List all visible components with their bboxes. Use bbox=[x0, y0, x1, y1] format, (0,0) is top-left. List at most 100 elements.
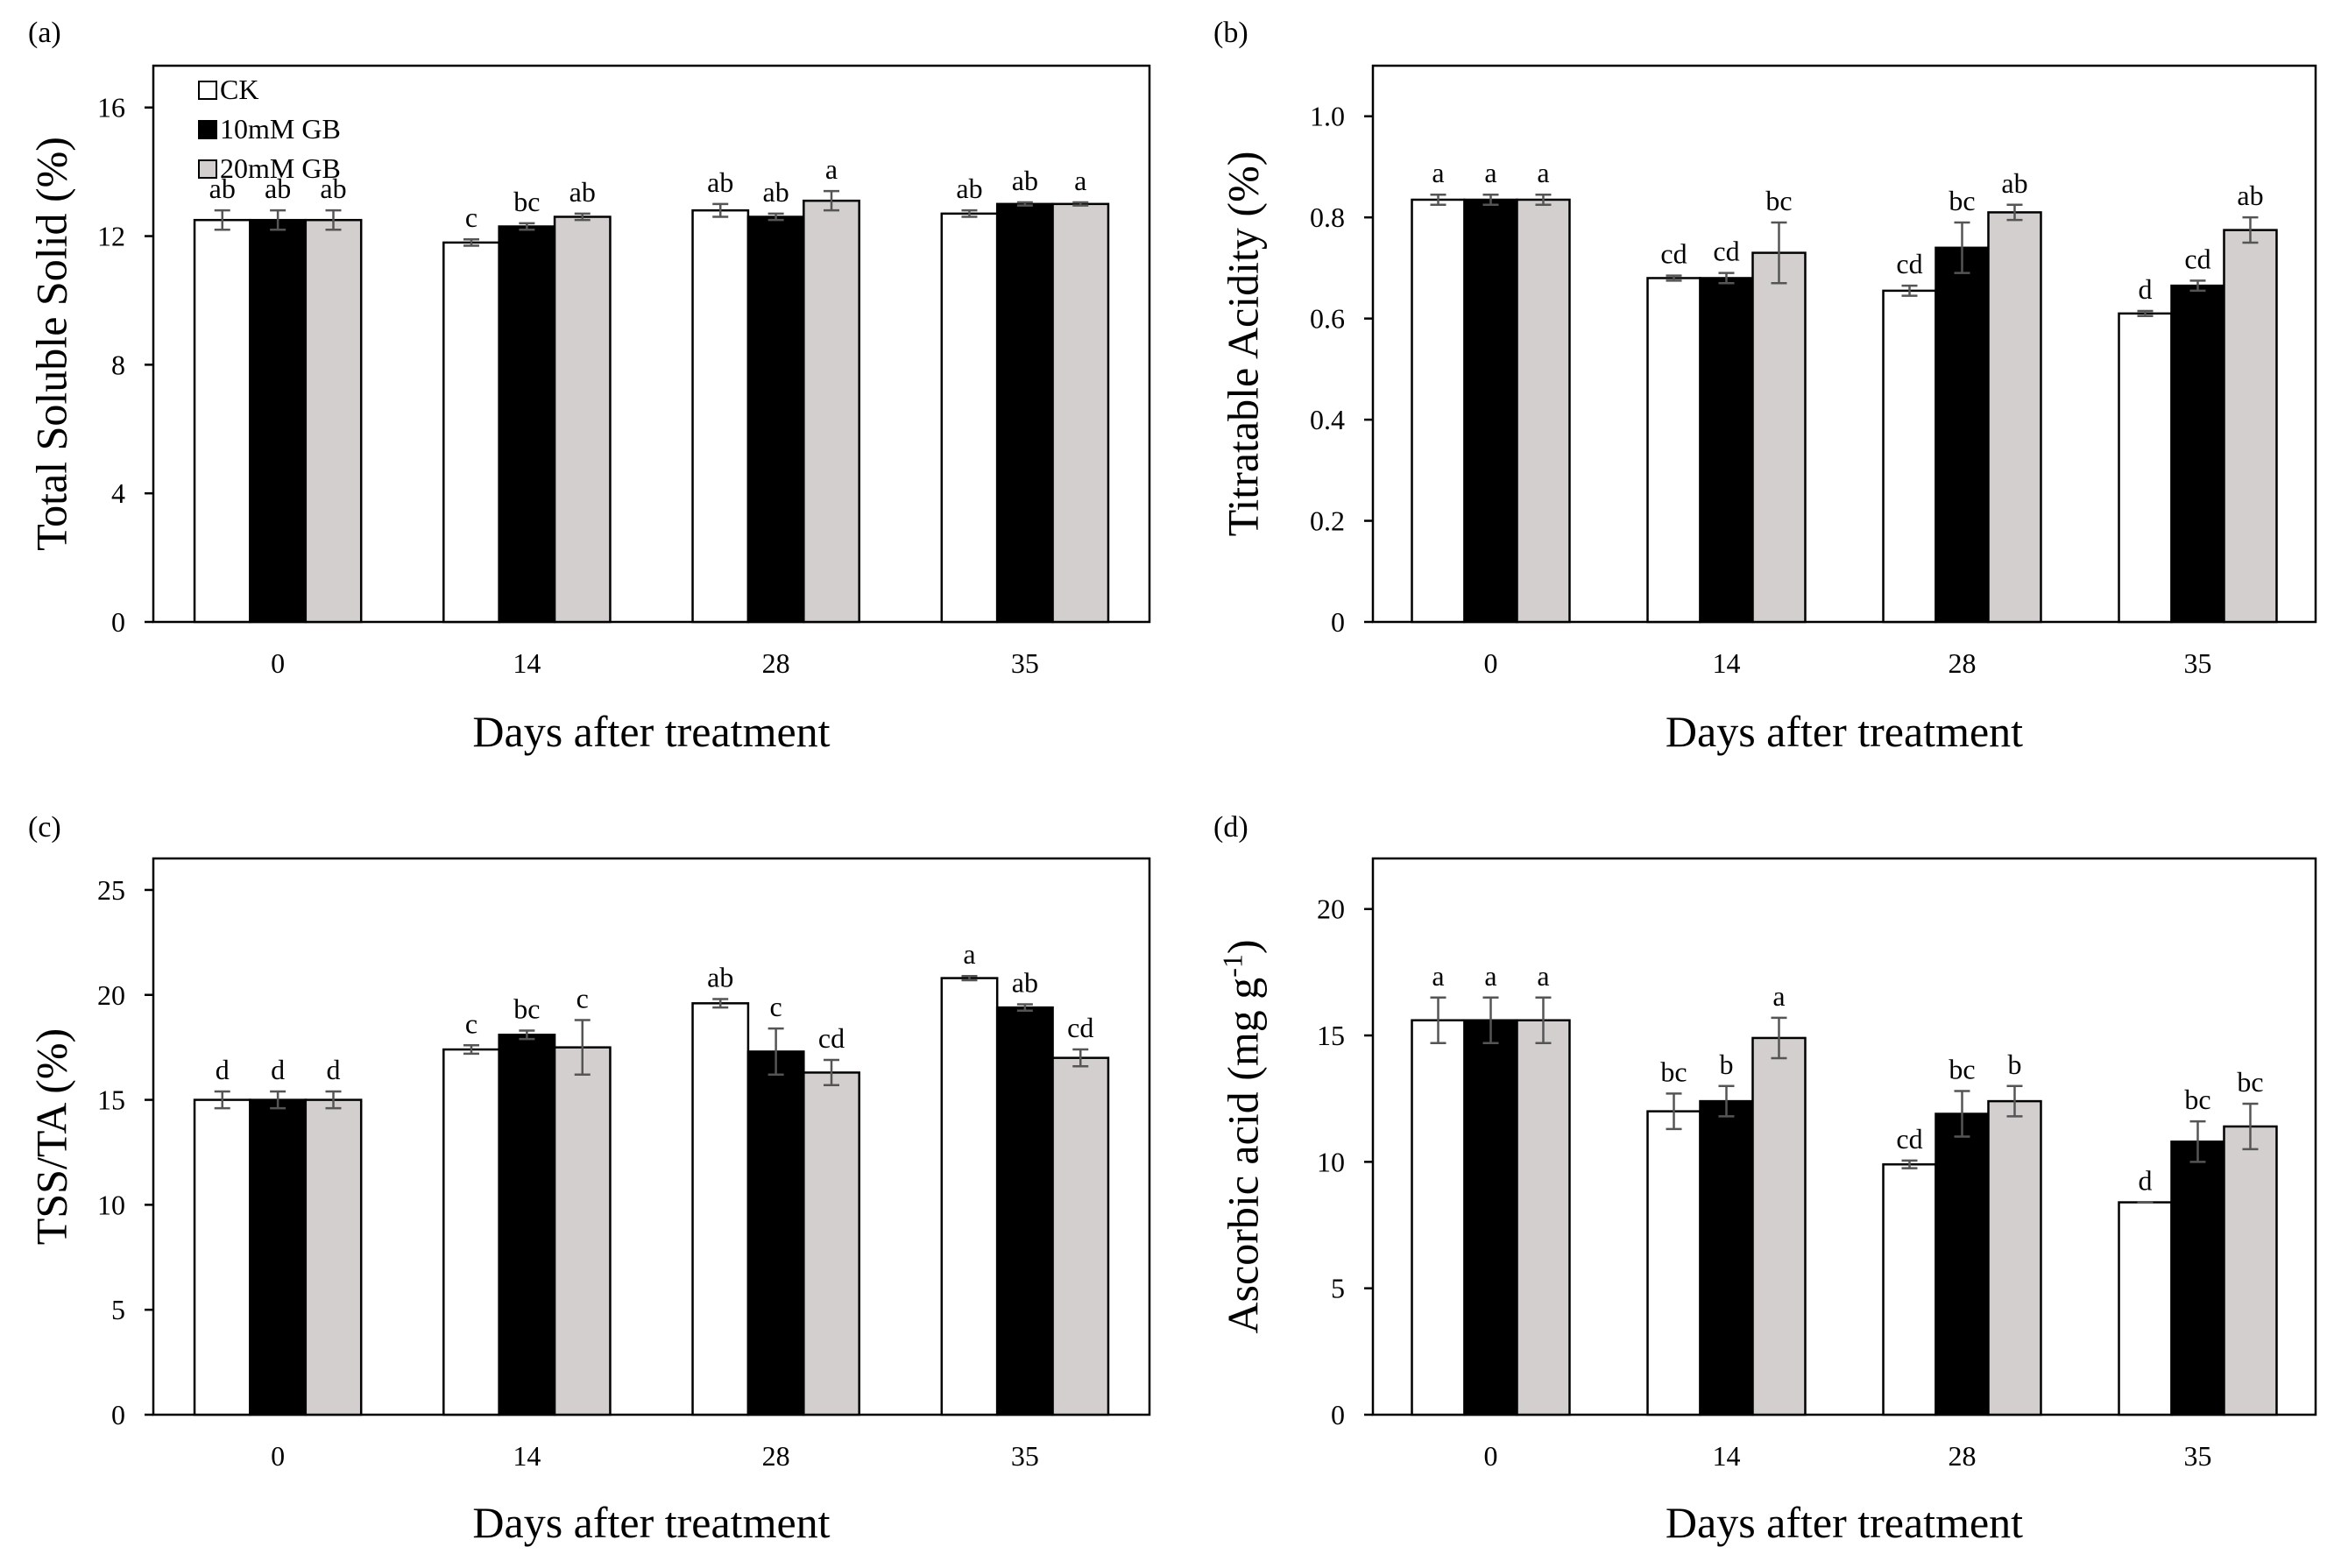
error-bar bbox=[1016, 1003, 1033, 1012]
error-bar bbox=[270, 208, 286, 231]
bar-ck-day-35 bbox=[2118, 312, 2173, 624]
significance-letter: a bbox=[1537, 960, 1549, 992]
y-axis-label: Total Soluble Solid (%) bbox=[27, 137, 76, 551]
bar-ck-day-14 bbox=[1646, 277, 1701, 624]
error-bar bbox=[1666, 1092, 1682, 1131]
error-bar bbox=[1072, 1048, 1089, 1068]
error-bar bbox=[1430, 193, 1446, 206]
panel-label: (d) bbox=[1213, 811, 1248, 844]
error-bar bbox=[824, 1058, 840, 1087]
significance-letter: c bbox=[576, 983, 589, 1014]
y-tick-label: 20 bbox=[97, 979, 125, 1011]
x-tick-label: 14 bbox=[1713, 1440, 1741, 1472]
bar-20mm-gb-day-0 bbox=[304, 218, 363, 624]
bar-ck-day-28 bbox=[691, 1002, 750, 1416]
x-tick-label: 14 bbox=[513, 1440, 541, 1472]
y-tick-label: 4 bbox=[111, 477, 125, 509]
bar-20mm-gb-day-14 bbox=[1751, 251, 1807, 624]
error-bar bbox=[1016, 201, 1033, 207]
significance-letter: bc bbox=[1765, 185, 1792, 216]
significance-letter: bc bbox=[1949, 185, 1975, 216]
plot-frame bbox=[1371, 64, 2317, 624]
bar-ck-day-0 bbox=[1411, 198, 1466, 624]
error-bar bbox=[2189, 279, 2206, 293]
error-bar bbox=[824, 189, 840, 212]
panel-label: (a) bbox=[28, 17, 61, 49]
y-axis-label-superscript: -1 bbox=[1217, 954, 1248, 978]
significance-letter: bc bbox=[2237, 1066, 2263, 1098]
bar-ck-day-0 bbox=[193, 1098, 251, 1416]
error-bar bbox=[2189, 1119, 2206, 1163]
y-tick-label: 0 bbox=[111, 1399, 125, 1430]
legend: CK 10mM GB 20mM GB bbox=[198, 74, 341, 184]
y-tick-label: 12 bbox=[97, 221, 125, 252]
error-bar bbox=[574, 1019, 591, 1077]
error-bar bbox=[270, 1090, 286, 1110]
significance-letter: d bbox=[2139, 1165, 2153, 1197]
significance-letter: c bbox=[770, 991, 782, 1022]
bar-20mm-gb-day-35 bbox=[1051, 202, 1110, 624]
y-tick-label: 1.0 bbox=[1310, 101, 1345, 132]
x-axis-label: Days after treatment bbox=[1666, 707, 2023, 756]
y-tick-label: 10 bbox=[97, 1189, 125, 1220]
error-bar bbox=[1535, 996, 1552, 1044]
error-bar bbox=[1954, 221, 1970, 274]
significance-letter: d bbox=[2139, 273, 2153, 305]
significance-letter: cd bbox=[1713, 236, 1739, 267]
legend-swatch-10mm-gb bbox=[198, 120, 217, 139]
bar-10mm-gb-day-0 bbox=[249, 218, 308, 624]
bar-10mm-gb-day-35 bbox=[995, 1006, 1054, 1416]
bar-20mm-gb-day-0 bbox=[1516, 1019, 1571, 1416]
significance-letter: bc bbox=[2184, 1084, 2210, 1115]
x-axis-label: Days after treatment bbox=[472, 707, 830, 756]
error-bar bbox=[214, 208, 230, 231]
bar-20mm-gb-day-28 bbox=[1987, 211, 2042, 624]
error-bar bbox=[1072, 201, 1089, 207]
bar-ck-day-28 bbox=[1882, 289, 1937, 624]
error-bar bbox=[574, 212, 591, 222]
error-bar bbox=[463, 1044, 479, 1056]
x-tick-label: 35 bbox=[1011, 1440, 1039, 1472]
chart-panel-d: (d) 0 5 10 15 20 Ascorbic acid (mg g-1) Days af… bbox=[1213, 811, 2317, 1547]
significance-letter: a bbox=[1432, 960, 1444, 992]
y-tick-label: 10 bbox=[1317, 1146, 1345, 1177]
bar-ck-day-14 bbox=[442, 241, 500, 624]
y-tick-label: 5 bbox=[111, 1294, 125, 1325]
y-tick-label: 5 bbox=[1331, 1273, 1345, 1304]
y-axis-label: Titratable Acidity (%) bbox=[1219, 152, 1268, 537]
bar-ck-day-28 bbox=[691, 208, 750, 624]
error-bar bbox=[325, 1090, 342, 1110]
bar-ck-day-28 bbox=[1882, 1163, 1937, 1416]
bar-20mm-gb-day-35 bbox=[2223, 1125, 2278, 1416]
significance-letter: ab bbox=[1012, 165, 1038, 196]
error-bar bbox=[2137, 309, 2154, 317]
legend-label-ck: CK bbox=[220, 74, 258, 105]
bar-10mm-gb-day-14 bbox=[498, 225, 556, 624]
bar-10mm-gb-day-0 bbox=[1463, 1019, 1518, 1416]
legend-swatch-20mm-gb bbox=[198, 159, 217, 179]
x-tick-label: 35 bbox=[1011, 647, 1039, 679]
x-tick-label: 0 bbox=[271, 1440, 285, 1472]
error-bar bbox=[1666, 274, 1682, 282]
x-tick-label: 35 bbox=[2184, 1440, 2212, 1472]
x-tick-label: 0 bbox=[271, 647, 285, 679]
x-tick-label: 28 bbox=[1949, 647, 1977, 679]
error-bar bbox=[2242, 1102, 2259, 1151]
bar-ck-day-0 bbox=[1411, 1019, 1466, 1416]
bar-10mm-gb-day-35 bbox=[2170, 284, 2225, 624]
error-bar bbox=[767, 212, 784, 222]
significance-letter: cd bbox=[1660, 238, 1687, 270]
y-tick-label: 25 bbox=[97, 874, 125, 906]
error-bar bbox=[519, 222, 535, 231]
error-bar bbox=[961, 208, 978, 218]
bar-20mm-gb-day-0 bbox=[304, 1098, 363, 1416]
error-bar bbox=[1535, 193, 1552, 206]
x-tick-label: 28 bbox=[1949, 1440, 1977, 1472]
bar-10mm-gb-day-14 bbox=[1699, 1099, 1754, 1416]
y-tick-label: 0.4 bbox=[1310, 404, 1345, 435]
chart-panel-a: (a) 0 4 8 12 16 Total Soluble Solid (%) Days af… bbox=[27, 17, 1151, 756]
significance-letter: a bbox=[963, 938, 975, 970]
bar-ck-day-14 bbox=[1646, 1110, 1701, 1416]
error-bar bbox=[767, 1027, 784, 1077]
